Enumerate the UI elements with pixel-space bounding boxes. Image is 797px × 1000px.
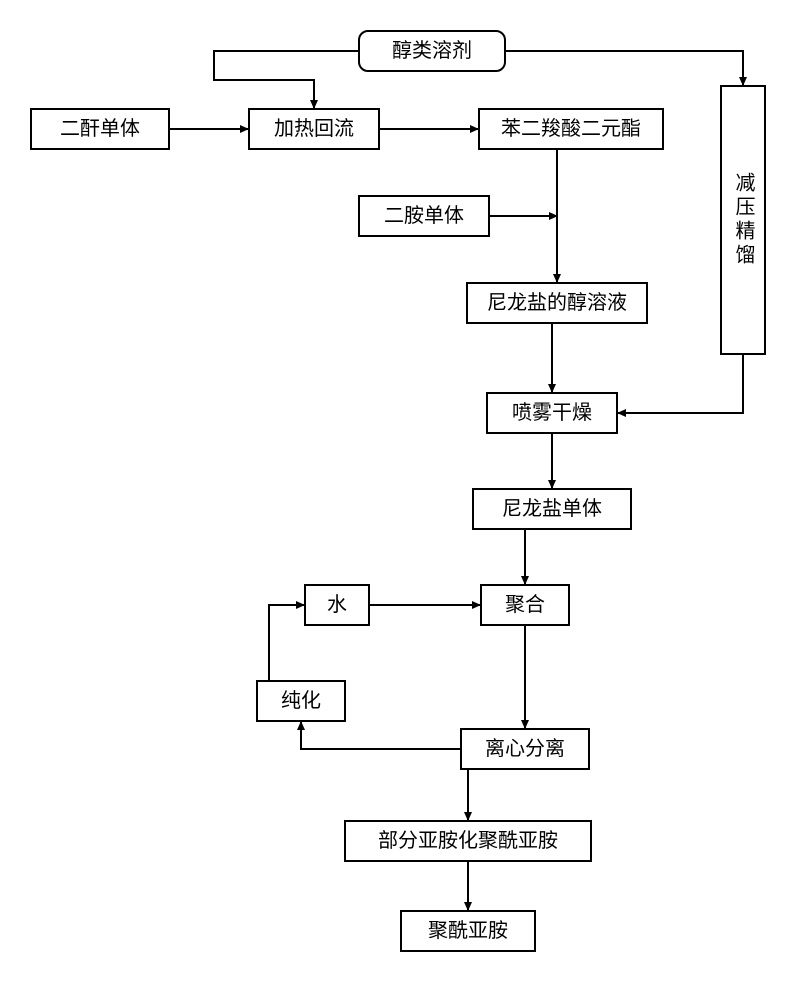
node-partial_imide: 部分亚胺化聚酰亚胺 (344, 820, 592, 862)
node-label: 醇类溶剂 (392, 40, 472, 62)
node-label: 加热回流 (274, 118, 354, 140)
node-label: 二酐单体 (60, 118, 140, 140)
node-label: 尼龙盐单体 (502, 498, 602, 520)
node-label: 聚合 (505, 594, 545, 616)
edge-1 (506, 51, 743, 85)
node-dihyd_monomer: 二酐单体 (30, 108, 170, 150)
node-label: 水 (327, 594, 347, 616)
node-spray_dry: 喷雾干燥 (486, 392, 618, 434)
edge-0 (214, 51, 358, 108)
node-label: 减压精馏 (732, 172, 754, 268)
edge-12 (301, 722, 460, 749)
node-diester: 苯二羧酸二元酯 (478, 108, 664, 150)
node-polymerize: 聚合 (480, 584, 570, 626)
node-purify: 纯化 (256, 680, 346, 722)
node-label: 尼龙盐的醇溶液 (487, 292, 627, 314)
node-diamine_monomer: 二胺单体 (358, 195, 490, 237)
node-label: 喷雾干燥 (512, 402, 592, 424)
node-label: 二胺单体 (384, 205, 464, 227)
node-vac_distill: 减压精馏 (720, 85, 766, 355)
node-centrifuge: 离心分离 (460, 728, 590, 770)
node-label: 部分亚胺化聚酰亚胺 (378, 830, 558, 852)
node-label: 离心分离 (485, 738, 565, 760)
edge-7 (618, 355, 743, 413)
node-heating_reflux: 加热回流 (248, 108, 380, 150)
node-nylon_salt_soln: 尼龙盐的醇溶液 (466, 282, 648, 324)
node-water: 水 (304, 584, 370, 626)
flowchart-canvas: 醇类溶剂二酐单体 加热回流 苯二羧酸二元酯二胺单体 减压精馏尼龙盐的醇溶液喷雾干燥尼龙… (0, 0, 797, 1000)
node-label: 纯化 (281, 690, 321, 712)
node-label: 苯二羧酸二元酯 (501, 118, 641, 140)
node-alcohol_solvent: 醇类溶剂 (358, 30, 506, 72)
node-label: 聚酰亚胺 (428, 920, 508, 942)
node-nylon_salt_monomer: 尼龙盐单体 (472, 488, 632, 530)
node-polyimide: 聚酰亚胺 (400, 910, 536, 952)
edge-13 (269, 605, 304, 680)
